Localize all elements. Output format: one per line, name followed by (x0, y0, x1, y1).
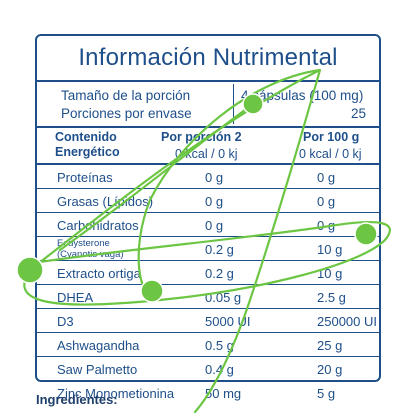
portions-value: 25 (351, 106, 367, 121)
per-100g-value: 250000 UI (317, 314, 377, 329)
table-row: Saw Palmetto 0.4 g 20 g (37, 357, 379, 381)
portions-label: Porciones por envase (61, 106, 192, 121)
table-row: Grasas (Lípidos) 0 g 0 g (37, 189, 379, 213)
per-100g-value: 0 g (317, 194, 336, 209)
per-portion-value: 0.2 g (205, 266, 234, 281)
energy-per-100g: 0 kcal / 0 kj (299, 147, 362, 161)
table-row: Ecdysterone (Cyanotis vaga) 0.2 g 10 g (37, 237, 379, 261)
nutrient-name: Grasas (Lípidos) (57, 194, 154, 209)
per-portion-header: Por porción 2 (161, 130, 242, 144)
nutrient-name: Extracto ortiga (57, 266, 141, 281)
table-row: D3 5000 UI 250000 UI (37, 309, 379, 333)
nutrition-facts-panel: Información Nutrimental Tamaño de la por… (35, 34, 381, 401)
per-100g-header: Por 100 g (303, 130, 360, 144)
per-100g-value: 25 g (317, 338, 343, 353)
nutrient-name: DHEA (57, 290, 94, 305)
per-100g-value: 10 g (317, 242, 343, 257)
per-portion-value: 50 mg (205, 386, 242, 401)
nutrient-name: Saw Palmetto (57, 362, 138, 377)
table-row: Ashwagandha 0.5 g 25 g (37, 333, 379, 357)
energy-header: Contenido Energético (55, 130, 120, 159)
nutrient-name-sub: (Cyanotis vaga) (57, 249, 124, 260)
per-portion-value: 0.05 g (205, 290, 242, 305)
per-portion-value: 0.4 g (205, 362, 234, 377)
serving-size-value: 4 cápsulas (100 mg) (241, 88, 364, 103)
nutrient-name: Ecdysterone (Cyanotis vaga) (57, 238, 124, 260)
ingredients-label: Ingredientes: (36, 392, 118, 407)
per-portion-value: 0 g (205, 194, 224, 209)
table-row: Carbohidratos 0 g 0 g (37, 213, 379, 237)
nutrient-name: Proteínas (57, 170, 113, 185)
per-100g-value: 5 g (317, 386, 336, 401)
serving-rule (37, 126, 379, 128)
per-100g-value: 2.5 g (317, 290, 346, 305)
nutrient-name: Zinc Monometionina (57, 386, 175, 401)
serving-divider (233, 84, 234, 124)
nutrient-name: D3 (57, 314, 74, 329)
table-row: Extracto ortiga 0.2 g 10 g (37, 261, 379, 285)
per-100g-value: 10 g (317, 266, 343, 281)
serving-size-label: Tamaño de la porción (61, 88, 191, 103)
per-100g-value: 0 g (317, 170, 336, 185)
nutrient-name: Ashwagandha (57, 338, 140, 353)
per-portion-value: 0.5 g (205, 338, 234, 353)
per-100g-value: 20 g (317, 362, 343, 377)
nutrient-name: Carbohidratos (57, 218, 139, 233)
per-portion-value: 5000 UI (205, 314, 251, 329)
table-row: Proteínas 0 g 0 g (37, 165, 379, 189)
per-100g-value: 0 g (317, 218, 336, 233)
per-portion-value: 0.2 g (205, 242, 234, 257)
energy-per-portion: 0 kcal / 0 kj (175, 147, 238, 161)
table-row: DHEA 0.05 g 2.5 g (37, 285, 379, 309)
panel-title: Información Nutrimental (78, 44, 338, 71)
title-divider (37, 80, 379, 82)
per-portion-value: 0 g (205, 218, 224, 233)
per-portion-value: 0 g (205, 170, 224, 185)
nutrient-name-main: Ecdysterone (57, 238, 110, 249)
